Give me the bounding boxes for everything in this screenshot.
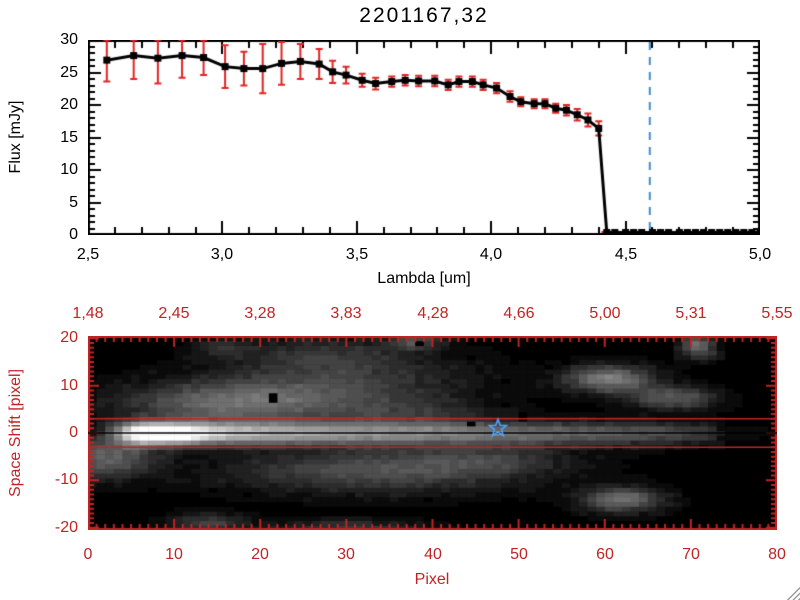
pixel-tick-label: 40 bbox=[424, 546, 442, 563]
flux-tick-label: 5 bbox=[69, 194, 78, 211]
lambda-tick-label: 5,0 bbox=[748, 246, 772, 263]
wavelength-tick-label: 1,48 bbox=[72, 305, 104, 322]
resize-grip-icon[interactable] bbox=[783, 583, 800, 600]
pixel-tick-label: 20 bbox=[251, 546, 269, 563]
space-shift-tick-label: 20 bbox=[60, 329, 78, 346]
flux-tick-label: 0 bbox=[69, 226, 78, 243]
spectrum-plot-canvas[interactable] bbox=[88, 40, 760, 235]
pixel-tick-label: 80 bbox=[768, 546, 786, 563]
flux-tick-label: 30 bbox=[60, 31, 78, 48]
lambda-tick-label: 4,5 bbox=[614, 246, 638, 263]
plot-title: 2201167,32 bbox=[359, 4, 489, 27]
space-shift-tick-label: 10 bbox=[60, 377, 78, 394]
lambda-tick-label: 3,0 bbox=[210, 246, 234, 263]
pixel-tick-label: 50 bbox=[510, 546, 528, 563]
pixel-tick-label: 10 bbox=[165, 546, 183, 563]
pixel-tick-label: 70 bbox=[682, 546, 700, 563]
lambda-tick-label: 2,5 bbox=[76, 246, 100, 263]
wavelength-tick-label: 3,83 bbox=[330, 305, 362, 322]
wavelength-tick-label: 5,31 bbox=[675, 305, 707, 322]
space-shift-tick-label: -10 bbox=[54, 471, 78, 488]
lambda-tick-label: 4,0 bbox=[479, 246, 503, 263]
pixel-tick-label: 60 bbox=[596, 546, 614, 563]
pixel-axis-label: Pixel bbox=[414, 571, 450, 588]
wavelength-tick-label: 4,66 bbox=[503, 305, 535, 322]
wavelength-tick-label: 5,55 bbox=[761, 305, 793, 322]
flux-tick-label: 10 bbox=[60, 161, 78, 178]
space-shift-tick-label: -20 bbox=[54, 519, 78, 536]
wavelength-tick-label: 2,45 bbox=[158, 305, 190, 322]
wavelength-tick-label: 4,28 bbox=[417, 305, 449, 322]
pixel-tick-label: 30 bbox=[337, 546, 355, 563]
space-shift-tick-label: 0 bbox=[69, 424, 78, 441]
pixel-tick-label: 0 bbox=[83, 546, 93, 563]
flux-tick-label: 20 bbox=[60, 96, 78, 113]
flux-tick-label: 25 bbox=[60, 64, 78, 81]
flux-tick-label: 15 bbox=[60, 129, 78, 146]
wavelength-tick-label: 5,00 bbox=[589, 305, 621, 322]
lambda-tick-label: 3,5 bbox=[345, 246, 369, 263]
wavelength-tick-label: 3,28 bbox=[244, 305, 276, 322]
lambda-axis-label: Lambda [um] bbox=[377, 270, 471, 287]
spatial-map-canvas[interactable] bbox=[88, 336, 777, 530]
